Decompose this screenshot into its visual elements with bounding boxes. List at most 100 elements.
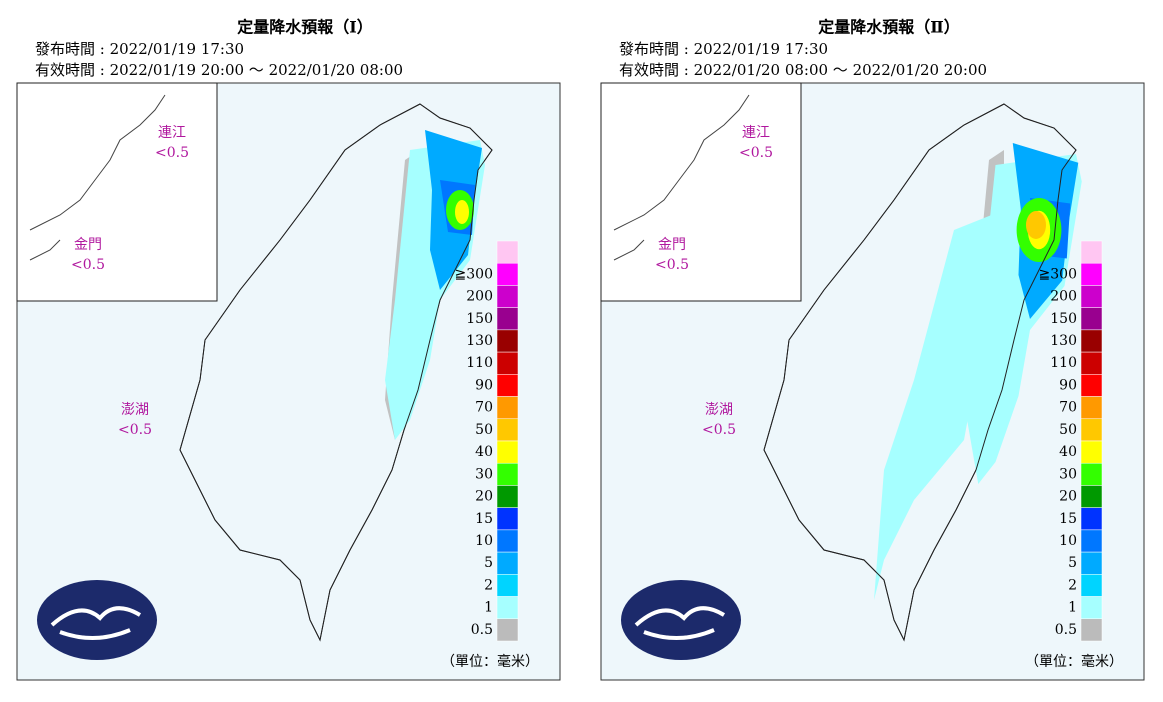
legend-label: 20 bbox=[475, 489, 493, 505]
legend-swatch bbox=[496, 462, 519, 486]
region-value: <0.5 bbox=[739, 145, 773, 161]
inset-coast bbox=[613, 94, 750, 261]
legend-label: 150 bbox=[466, 311, 493, 327]
legend-swatch bbox=[496, 618, 519, 642]
legend-label: 200 bbox=[466, 289, 493, 305]
legend-swatch bbox=[496, 374, 519, 397]
legend-label: 70 bbox=[475, 400, 493, 416]
region-name: 金門 bbox=[74, 237, 102, 253]
legend-swatch bbox=[1080, 618, 1103, 642]
inset-frame bbox=[600, 82, 802, 302]
legend-label: 5 bbox=[484, 555, 493, 571]
legend-label: 50 bbox=[475, 422, 493, 438]
logo bbox=[621, 580, 741, 660]
rain-core bbox=[1026, 211, 1046, 239]
legend-swatch bbox=[496, 507, 519, 531]
legend-label: 40 bbox=[1059, 444, 1077, 460]
legend-label: 110 bbox=[1050, 355, 1077, 371]
region-name: 金門 bbox=[658, 237, 686, 253]
legend-label: ≧300 bbox=[455, 266, 493, 282]
legend-swatch bbox=[1080, 351, 1103, 375]
panel-title: 定量降水預報（Ⅰ） bbox=[236, 18, 373, 37]
legend-swatch bbox=[496, 574, 519, 597]
legend-swatch bbox=[1080, 396, 1103, 420]
legend-swatch bbox=[1080, 574, 1103, 597]
logo-mark bbox=[50, 606, 142, 641]
legend-label: 5 bbox=[1068, 555, 1077, 571]
taiwan-outline bbox=[763, 103, 1077, 642]
legend-label: 30 bbox=[475, 466, 493, 482]
legend-label: 10 bbox=[475, 533, 493, 549]
legend-swatch bbox=[496, 240, 519, 264]
taiwan-outline bbox=[179, 103, 493, 642]
legend-swatch bbox=[1080, 418, 1103, 442]
forecast-panel: 定量降水預報（Ⅱ） 發布時間 : 2022/01/19 17:30 有效時間 : 2… bbox=[600, 18, 1145, 681]
legend-label: 90 bbox=[1059, 377, 1077, 393]
legend-label: 130 bbox=[1050, 333, 1077, 349]
legend-swatch bbox=[496, 262, 519, 286]
legend-label: 15 bbox=[1059, 511, 1077, 527]
region-value: <0.5 bbox=[118, 422, 152, 438]
legend-swatch bbox=[1080, 529, 1103, 553]
legend-swatch bbox=[1080, 596, 1103, 620]
legend-label: 150 bbox=[1050, 311, 1077, 327]
legend-swatch bbox=[1080, 551, 1103, 575]
legend-label: 40 bbox=[475, 444, 493, 460]
legend-label: 1 bbox=[1068, 600, 1077, 616]
legend-swatch bbox=[496, 396, 519, 420]
legend-swatch bbox=[1080, 240, 1103, 264]
logo bbox=[37, 580, 157, 660]
rain-core bbox=[455, 200, 469, 224]
legend-swatch bbox=[496, 307, 519, 331]
legend-swatch bbox=[496, 351, 519, 375]
legend-swatch bbox=[496, 418, 519, 442]
valid-time: 有效時間 : 2022/01/20 08:00 ～ 2022/01/20 20:… bbox=[619, 61, 987, 79]
legend-swatch bbox=[496, 329, 519, 353]
unit-label: （單位：毫米） bbox=[1025, 653, 1123, 670]
legend-swatch bbox=[1080, 507, 1103, 531]
region-name: 澎湖 bbox=[121, 402, 149, 418]
legend-swatch bbox=[1080, 307, 1103, 331]
legend-swatch bbox=[496, 529, 519, 553]
legend-label: 15 bbox=[475, 511, 493, 527]
region-value: <0.5 bbox=[155, 145, 189, 161]
legend-swatch bbox=[1080, 374, 1103, 397]
panel-title: 定量降水預報（Ⅱ） bbox=[817, 18, 960, 37]
legend-label: 2 bbox=[1068, 577, 1077, 593]
legend-label: 50 bbox=[1059, 422, 1077, 438]
legend-label: 70 bbox=[1059, 400, 1077, 416]
legend-label: ≧300 bbox=[1039, 266, 1077, 282]
legend-swatch bbox=[496, 440, 519, 464]
legend-label: 0.5 bbox=[1055, 622, 1077, 638]
valid-time: 有效時間 : 2022/01/19 20:00 ～ 2022/01/20 08:… bbox=[35, 61, 403, 79]
issue-time: 發布時間 : 2022/01/19 17:30 bbox=[35, 40, 244, 58]
legend-label: 1 bbox=[484, 600, 493, 616]
legend-swatch bbox=[1080, 440, 1103, 464]
legend-label: 0.5 bbox=[471, 622, 493, 638]
legend-label: 130 bbox=[466, 333, 493, 349]
legend-swatch bbox=[496, 285, 519, 308]
forecast-panel: 定量降水預報（Ⅰ） 發布時間 : 2022/01/19 17:30 有效時間 : 2… bbox=[16, 18, 561, 681]
issue-time: 發布時間 : 2022/01/19 17:30 bbox=[619, 40, 828, 58]
legend-swatch bbox=[496, 596, 519, 620]
rain-area bbox=[874, 210, 1004, 600]
region-name: 連江 bbox=[158, 125, 186, 141]
inset-coast bbox=[29, 94, 166, 261]
legend-label: 30 bbox=[1059, 466, 1077, 482]
legend-swatch bbox=[1080, 462, 1103, 486]
legend-label: 90 bbox=[475, 377, 493, 393]
legend-swatch bbox=[496, 551, 519, 575]
unit-label: （單位：毫米） bbox=[441, 653, 539, 670]
legend-swatch bbox=[496, 485, 519, 508]
region-value: <0.5 bbox=[655, 257, 689, 273]
legend-swatch bbox=[1080, 485, 1103, 508]
logo-mark bbox=[634, 606, 726, 641]
region-value: <0.5 bbox=[71, 257, 105, 273]
legend-label: 2 bbox=[484, 577, 493, 593]
legend-label: 110 bbox=[466, 355, 493, 371]
legend-label: 200 bbox=[1050, 289, 1077, 305]
legend-swatch bbox=[1080, 262, 1103, 286]
inset-frame bbox=[16, 82, 218, 302]
legend-swatch bbox=[1080, 285, 1103, 308]
